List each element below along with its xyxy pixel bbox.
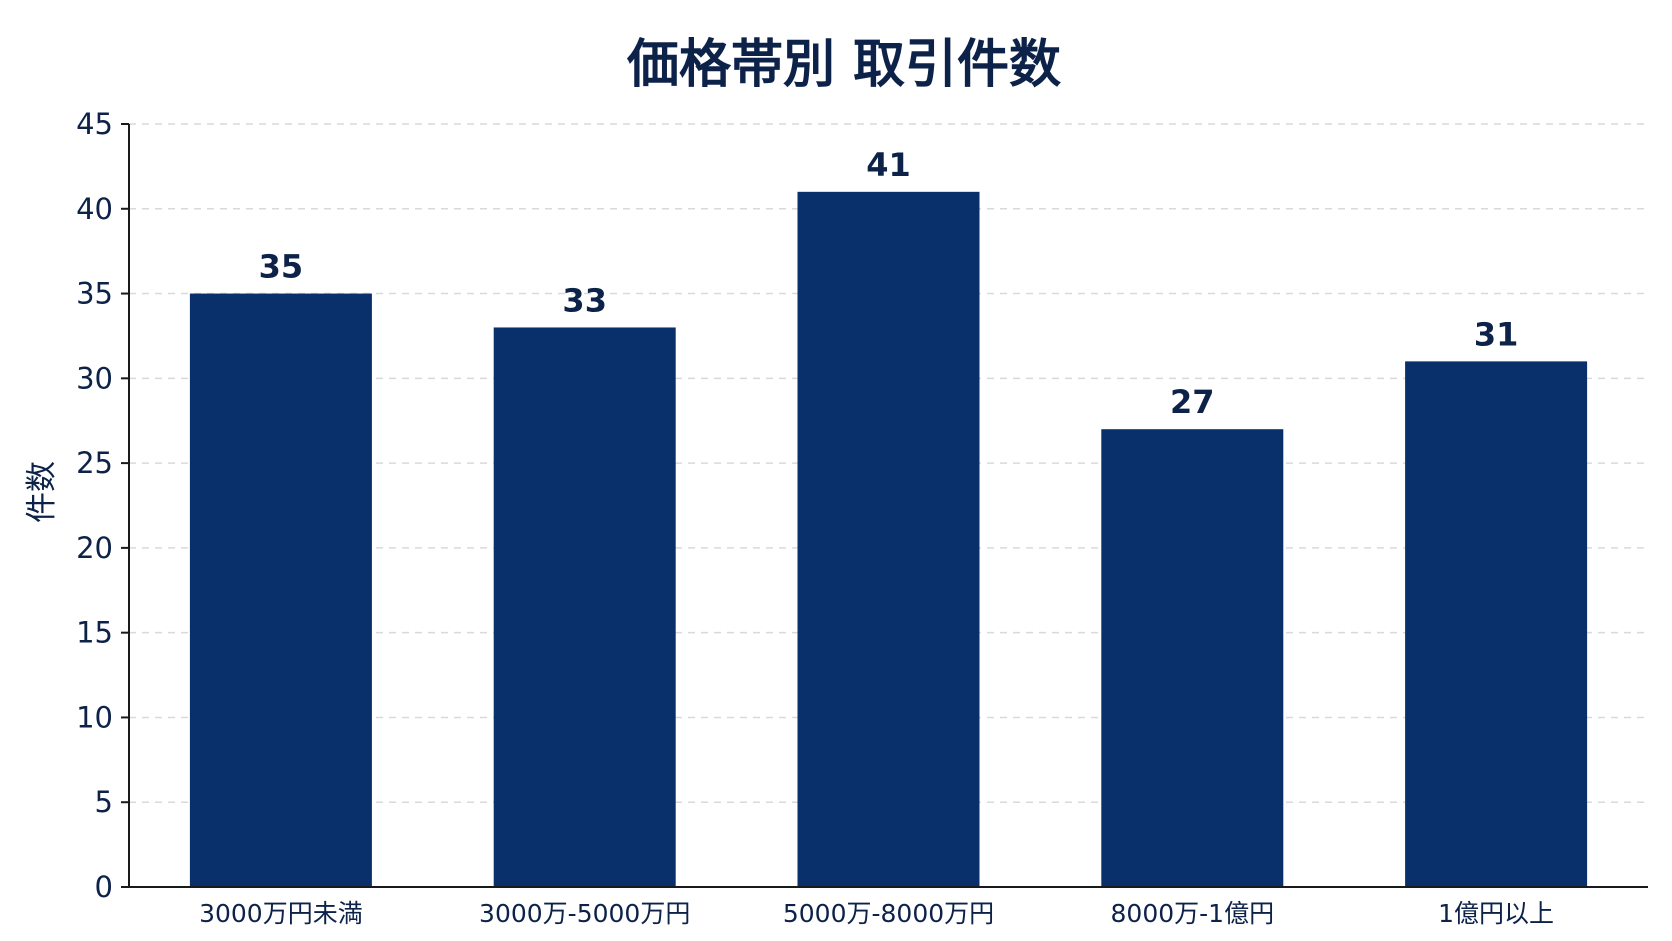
data-label: 41	[866, 146, 911, 184]
y-tick-label: 15	[76, 616, 113, 650]
y-axis-title: 件数	[24, 461, 60, 523]
data-label: 31	[1474, 315, 1519, 353]
bar	[189, 293, 372, 887]
x-tick-label: 5000万-8000万円	[783, 899, 994, 928]
bar	[797, 191, 980, 888]
y-tick-label: 35	[76, 277, 113, 311]
chart-title: 価格帯別 取引件数	[626, 35, 1061, 95]
bar	[1101, 429, 1284, 887]
x-tick-label: 3000万円未満	[199, 899, 363, 928]
bars	[189, 191, 1588, 888]
y-tick-label: 10	[76, 700, 113, 734]
y-tick-label: 5	[95, 785, 113, 819]
y-tick-label: 45	[76, 107, 113, 141]
x-tick-label: 8000万-1億円	[1111, 899, 1275, 928]
y-tick-label: 0	[95, 870, 113, 904]
labels: 0 5 10 15 20 25 30 35 40 45 35 3000万円未満 33 3000万-5000…	[76, 107, 1554, 928]
bar	[493, 327, 676, 887]
y-tick-label: 25	[76, 446, 113, 480]
y-tick-label: 20	[76, 531, 113, 565]
axes	[121, 123, 1648, 888]
data-label: 27	[1170, 383, 1215, 421]
y-tick-label: 30	[76, 361, 113, 395]
data-label: 35	[259, 248, 304, 286]
bar	[1405, 361, 1588, 887]
x-tick-label: 3000万-5000万円	[479, 899, 690, 928]
x-tick-label: 1億円以上	[1438, 899, 1554, 928]
y-tick-label: 40	[76, 192, 113, 226]
data-label: 33	[562, 281, 607, 319]
